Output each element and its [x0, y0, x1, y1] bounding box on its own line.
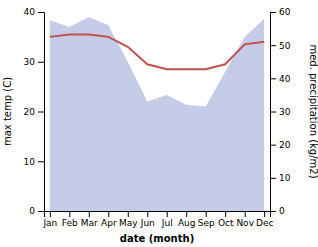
tick-label: 10: [279, 173, 291, 183]
tick-mark: [38, 211, 44, 212]
tick-label: Mar: [81, 218, 98, 228]
tick-mark: [38, 112, 44, 113]
tick-label: Oct: [218, 218, 234, 228]
tick-label: Jun: [140, 218, 155, 228]
tick-mark: [270, 45, 276, 46]
tick-mark: [206, 211, 207, 217]
tick-mark: [38, 62, 44, 63]
tick: Aug: [178, 211, 196, 228]
marks: [50, 17, 264, 211]
tick-mark: [270, 145, 276, 146]
tick: May: [119, 211, 138, 228]
chart: Jan FebMarAprMayJun Jul AugSepOctNovDec 0 10 2…: [0, 0, 318, 247]
y-axis: 0 10 20 30 40: [24, 7, 45, 216]
tick-mark: [270, 211, 276, 212]
tick-mark: [167, 211, 168, 217]
tick: 10: [24, 157, 44, 167]
tick-label: 30: [279, 107, 291, 117]
tick: 30: [24, 57, 44, 67]
tick: Nov: [236, 211, 254, 228]
tick: 40: [24, 7, 44, 17]
tick-label: 20: [24, 107, 36, 117]
axis-line: [271, 13, 277, 212]
axis-line: [45, 212, 271, 218]
tick-mark: [270, 112, 276, 113]
tick: Oct: [218, 211, 234, 228]
tick-mark: [50, 211, 51, 217]
tick-label: 0: [279, 206, 285, 216]
x-axis: Jan FebMarAprMayJun Jul AugSepOctNovDec: [42, 211, 273, 228]
y2-axis-title: med. precipitation (kg/m2): [308, 44, 318, 178]
tick: Jul: [161, 211, 173, 228]
tick-label: Jul: [161, 218, 173, 228]
x-axis-title: date (month): [120, 233, 194, 244]
tick-mark: [38, 161, 44, 162]
tick-mark: [89, 211, 90, 217]
tick-label: Dec: [256, 218, 273, 228]
tick: Feb: [62, 211, 78, 228]
tick-mark: [270, 12, 276, 13]
tick-mark: [147, 211, 148, 217]
tick: Sep: [198, 211, 215, 228]
tick-label: 0: [29, 206, 35, 216]
tick-label: 50: [279, 41, 291, 51]
tick-label: 60: [279, 7, 291, 17]
tick-label: Feb: [62, 218, 78, 228]
tick: 30: [270, 107, 291, 117]
tick: 10: [270, 173, 291, 183]
tick-mark: [270, 178, 276, 179]
y2-axis: 0 10 20 30 40 50 60: [270, 7, 291, 216]
line: [50, 34, 264, 69]
tick-label: May: [119, 218, 138, 228]
tick: 20: [24, 107, 44, 117]
tick: 0: [29, 206, 44, 216]
tick: 20: [270, 140, 291, 150]
tick-label: Nov: [236, 218, 254, 228]
tick: 50: [270, 41, 291, 51]
tick-mark: [186, 211, 187, 217]
tick: Jan: [42, 211, 57, 228]
tick-mark: [264, 211, 265, 217]
plot-area: Jan FebMarAprMayJun Jul AugSepOctNovDec 0 10 2…: [24, 7, 291, 228]
tick-mark: [245, 211, 246, 217]
y-axis-title: max temp (C): [2, 77, 13, 146]
tick-mark: [128, 211, 129, 217]
tick: Apr: [101, 211, 117, 228]
tick-mark: [108, 211, 109, 217]
tick-label: Apr: [101, 218, 117, 228]
tick-label: 10: [24, 157, 36, 167]
tick-mark: [69, 211, 70, 217]
tick: Jun: [140, 211, 155, 228]
tick-label: Aug: [178, 218, 196, 228]
tick-label: 20: [279, 140, 291, 150]
tick-label: 30: [24, 57, 36, 67]
tick: 0: [270, 206, 285, 216]
tick-label: 40: [279, 74, 291, 84]
tick: Mar: [81, 211, 98, 228]
tick-mark: [225, 211, 226, 217]
tick: 40: [270, 74, 291, 84]
axis-line: [38, 13, 45, 212]
area: [50, 17, 264, 211]
tick-label: Sep: [198, 218, 215, 228]
tick: 60: [270, 7, 291, 17]
tick-label: Jan: [42, 218, 57, 228]
tick: Dec: [256, 211, 273, 228]
tick-label: 40: [24, 7, 36, 17]
tick-mark: [38, 12, 44, 13]
tick-mark: [270, 78, 276, 79]
